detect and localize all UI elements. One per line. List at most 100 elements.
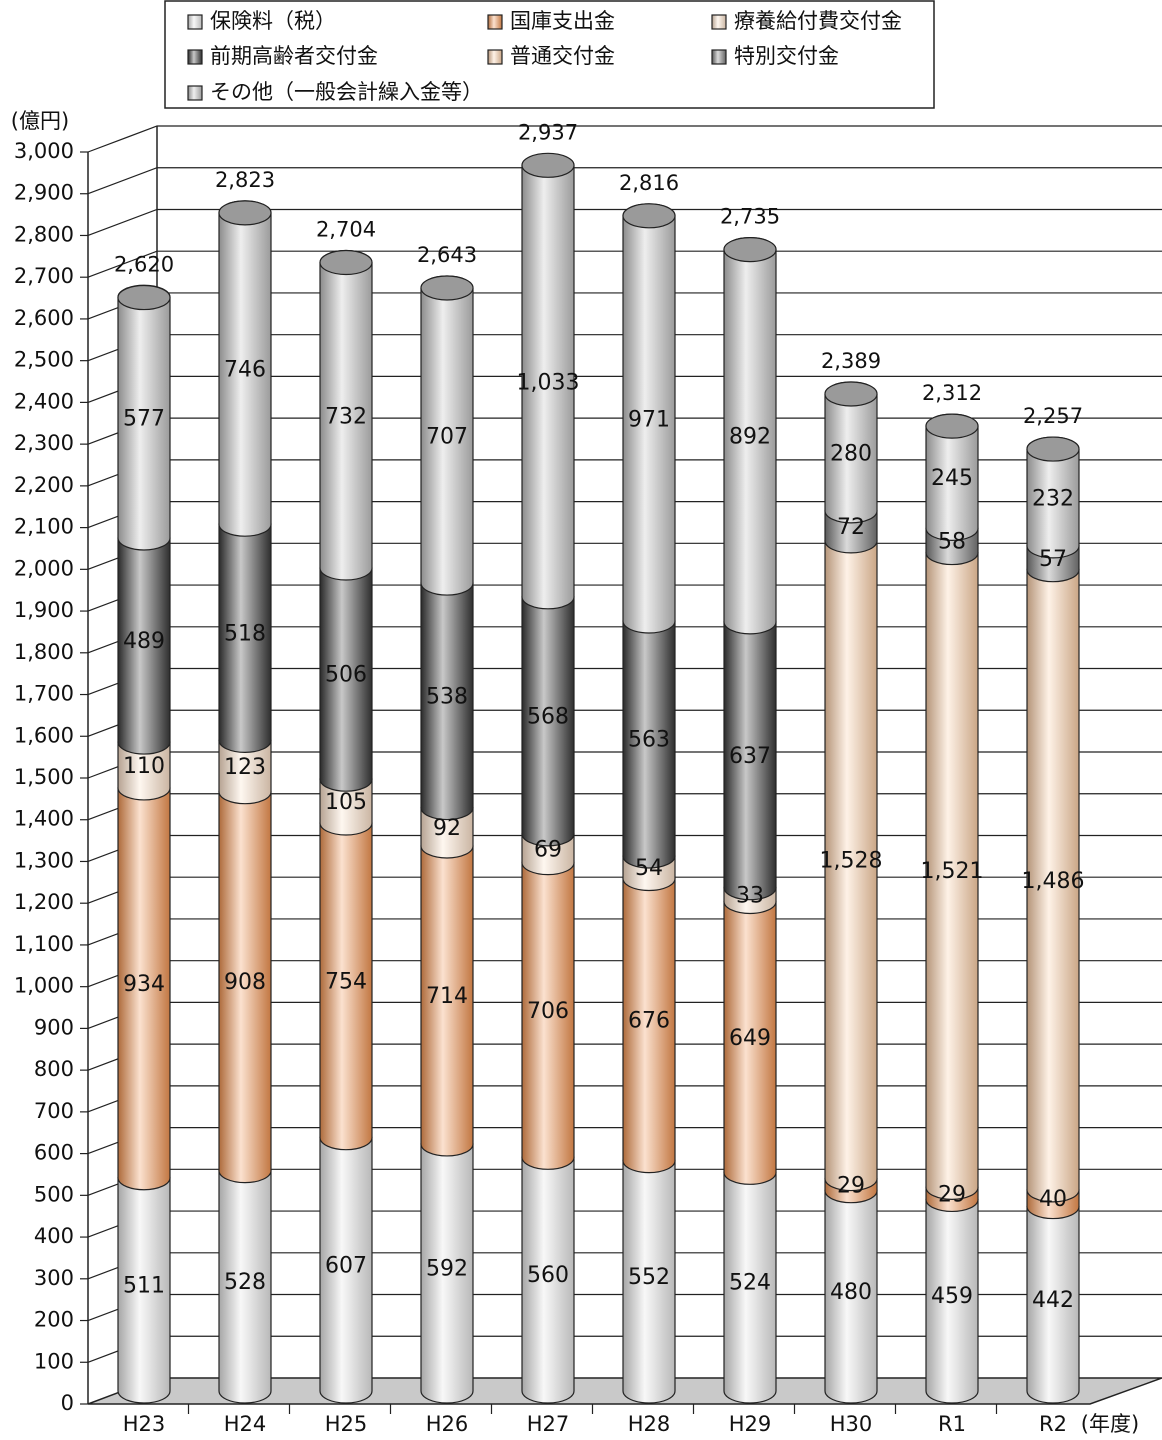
segment-label: 560 (527, 1263, 569, 1288)
segment-label: 577 (123, 407, 165, 432)
x-tick-label: H28 (628, 1412, 671, 1436)
grid-line (87, 208, 1162, 237)
grid-line (87, 125, 1162, 153)
cylinder-top (420, 275, 474, 301)
legend-swatch (711, 14, 727, 30)
segment-label: 459 (931, 1284, 973, 1309)
legend-swatch (187, 85, 203, 101)
legend-label: 保険料（税） (210, 9, 336, 33)
segment-label: 69 (534, 837, 562, 862)
y-tick-label: 2,400 (14, 389, 74, 413)
legend-swatch (187, 49, 203, 65)
legend-swatch (711, 49, 727, 65)
total-label: 2,823 (215, 168, 275, 192)
y-tick-label: 1,600 (14, 723, 74, 747)
segment-label: 72 (837, 515, 865, 540)
segment-label: 538 (426, 684, 468, 709)
y-tick-label: 200 (34, 1308, 74, 1332)
legend-label: その他（一般会計繰入金等） (210, 80, 483, 104)
segment-label: 40 (1039, 1187, 1067, 1212)
segment-label: 714 (426, 984, 468, 1009)
segment-label: 676 (628, 1009, 670, 1034)
cylinder-top (521, 152, 575, 178)
total-label: 2,937 (518, 120, 578, 144)
x-tick-label: H26 (426, 1412, 469, 1436)
segment-label: 29 (938, 1182, 966, 1207)
total-label: 2,704 (316, 218, 376, 242)
total-label: 2,816 (619, 171, 679, 195)
total-label: 2,735 (720, 205, 780, 229)
legend-swatch (487, 49, 503, 65)
legend-label: 療養給付費交付金 (734, 9, 902, 33)
segment-label: 518 (224, 621, 266, 646)
segment-label: 110 (123, 754, 165, 779)
segment-label: 54 (635, 856, 663, 881)
y-tick-label: 2,700 (14, 264, 74, 288)
x-tick-label: H29 (729, 1412, 772, 1436)
cylinder-top (622, 203, 676, 229)
segment-label: 123 (224, 755, 266, 780)
y-tick-label: 1,400 (14, 807, 74, 831)
segment-label: 506 (325, 663, 367, 688)
segment-label: 105 (325, 790, 367, 815)
y-tick-label: 400 (34, 1224, 74, 1248)
total-label: 2,312 (922, 381, 982, 405)
cylinder-top (319, 249, 373, 276)
x-tick-label: H27 (527, 1412, 570, 1436)
segment-label: 58 (938, 529, 966, 554)
segment-label: 592 (426, 1256, 468, 1281)
x-tick-label: R1 (938, 1412, 966, 1436)
segment-label: 1,486 (1022, 869, 1085, 894)
x-tick-label: H24 (224, 1412, 267, 1436)
total-label: 2,389 (821, 349, 881, 373)
segment-label: 33 (736, 884, 764, 909)
segment-label: 649 (729, 1026, 771, 1051)
segment-label: 607 (325, 1253, 367, 1278)
y-tick-label: 2,200 (14, 473, 74, 497)
y-tick-label: 2,000 (14, 556, 74, 580)
segment-label: 1,528 (820, 849, 883, 874)
segment-label: 29 (837, 1174, 865, 1199)
y-tick-label: 0 (61, 1391, 74, 1415)
x-tick-label: H25 (325, 1412, 368, 1436)
segment-label: 489 (123, 629, 165, 654)
legend-label: 特別交付金 (734, 44, 839, 68)
y-tick-label: 1,900 (14, 598, 74, 622)
y-tick-label: 600 (34, 1141, 74, 1165)
segment-label: 528 (224, 1270, 266, 1295)
total-label: 2,620 (114, 253, 174, 277)
y-tick-label: 800 (34, 1057, 74, 1081)
segment-label: 552 (628, 1265, 670, 1290)
segment-label: 280 (830, 441, 872, 466)
segment-label: 707 (426, 425, 468, 450)
y-tick-label: 500 (34, 1182, 74, 1206)
y-tick-label: 2,800 (14, 222, 74, 246)
total-label: 2,643 (417, 243, 477, 267)
cylinder-top (925, 413, 979, 439)
legend-box (164, 0, 935, 109)
y-tick-label: 1,200 (14, 890, 74, 914)
y-tick-label: 2,900 (14, 181, 74, 205)
y-tick-label: 2,300 (14, 431, 74, 455)
y-tick-label: 300 (34, 1266, 74, 1290)
segment-label: 563 (628, 727, 670, 752)
grid-line (87, 167, 1162, 195)
segment-label: 511 (123, 1273, 165, 1298)
segment-label: 706 (527, 999, 569, 1024)
segment-label: 934 (123, 972, 165, 997)
y-tick-label: 1,500 (14, 765, 74, 789)
cylinder-top (723, 236, 777, 263)
cylinder-top (824, 381, 878, 407)
segment-label: 245 (931, 466, 973, 491)
grid-line (87, 250, 1162, 278)
x-tick-label: H23 (123, 1412, 166, 1436)
y-tick-label: 700 (34, 1099, 74, 1123)
segment-label: 892 (729, 425, 771, 450)
y-tick-label: 100 (34, 1349, 74, 1373)
y-tick-label: 1,700 (14, 682, 74, 706)
segment-label: 1,033 (517, 370, 580, 395)
y-tick-label: 3,000 (14, 139, 74, 163)
y-tick-label: 900 (34, 1015, 74, 1039)
legend-swatch (487, 14, 503, 30)
